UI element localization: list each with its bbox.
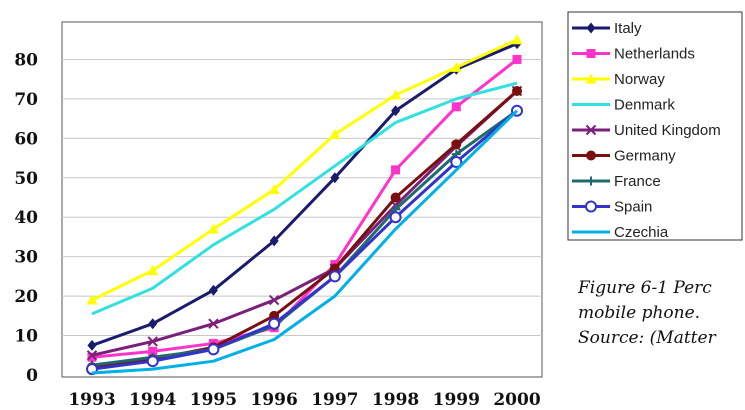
- series-norway: [86, 34, 523, 305]
- legend-marker: [586, 22, 596, 34]
- data-point-spain: [328, 270, 341, 283]
- legend-marker: [586, 176, 596, 186]
- data-point-germany: [390, 192, 401, 203]
- legend-marker: [585, 124, 597, 136]
- data-point-italy: [87, 339, 97, 351]
- data-point-italy: [330, 172, 340, 184]
- data-point-germany: [451, 139, 462, 150]
- legend-item-denmark: Denmark: [572, 97, 675, 114]
- data-point-italy: [391, 105, 401, 117]
- series-line-italy: [91, 42, 518, 347]
- y-tick-label: 80: [14, 50, 38, 70]
- legend-label: Spain: [614, 199, 652, 216]
- legend-item-germany: Germany: [572, 148, 676, 165]
- data-point-norway: [450, 61, 462, 72]
- legend-label: Netherlands: [614, 46, 695, 63]
- series-line-netherlands: [91, 58, 518, 359]
- legend-box: [567, 11, 743, 241]
- data-point-norway: [86, 294, 98, 305]
- legend-label: Czechia: [614, 224, 669, 241]
- data-point-united-kingdom: [208, 318, 219, 329]
- data-point-norway: [511, 34, 523, 45]
- legend-marker: [585, 73, 597, 84]
- data-point-norway: [329, 128, 341, 139]
- x-tick-label: 1993: [68, 390, 115, 410]
- series-lines: [86, 34, 523, 376]
- caption-line-3: Source: (Matter: [578, 328, 716, 348]
- y-axis-ticks: 0 10 20 30 40 50 60 70 80: [14, 50, 38, 386]
- x-axis-ticks: 1993 1994 1995 1996 1997 1998 1999 2000: [68, 390, 540, 410]
- x-tick-label: 1996: [250, 390, 297, 410]
- legend: Italy Netherlands Norway Denmark United King…: [567, 11, 743, 241]
- y-tick-label: 30: [14, 248, 38, 268]
- legend-item-netherlands: Netherlands: [572, 46, 695, 63]
- data-point-norway: [268, 184, 280, 195]
- plot-area: [61, 21, 543, 378]
- data-point-italy: [148, 318, 158, 330]
- series-line-czechia: [91, 109, 519, 375]
- series-line-united-kingdom: [91, 89, 519, 357]
- y-tick-label: 10: [14, 327, 38, 347]
- legend-label: Denmark: [614, 97, 675, 114]
- legend-marker: [586, 150, 596, 161]
- data-point-spain: [450, 156, 463, 168]
- series-italy: [87, 38, 522, 351]
- caption-line-2: mobile phone.: [578, 303, 701, 323]
- x-tick-label: 2000: [493, 390, 540, 410]
- data-point-netherlands: [391, 165, 401, 175]
- data-point-united-kingdom: [86, 350, 98, 361]
- data-point-italy: [208, 284, 218, 296]
- legend-item-italy: Italy: [572, 20, 642, 37]
- x-tick-label: 1998: [372, 390, 419, 410]
- x-tick-label: 1995: [190, 390, 237, 410]
- data-point-netherlands: [512, 54, 522, 64]
- y-tick-label: 40: [14, 208, 38, 228]
- caption-line-1: Figure 6-1 Perc: [578, 278, 712, 298]
- legend-label: Italy: [614, 20, 642, 37]
- legend-item-united-kingdom: United Kingdom: [572, 122, 721, 139]
- series-denmark: [91, 81, 518, 316]
- x-tick-label: 1997: [311, 390, 358, 410]
- data-point-norway: [147, 264, 159, 275]
- legend-label: Germany: [614, 148, 676, 165]
- data-point-united-kingdom: [147, 336, 158, 347]
- legend-item-france: France: [572, 173, 661, 190]
- legend-label: Norway: [614, 71, 665, 88]
- series-line-spain: [91, 109, 518, 371]
- figure-caption: Figure 6-1 Perc mobile phone. Source: (M…: [578, 276, 745, 351]
- legend-label: United Kingdom: [614, 122, 721, 139]
- data-point-spain: [268, 317, 281, 330]
- data-point-united-kingdom: [268, 294, 280, 306]
- data-point-italy: [269, 235, 279, 247]
- y-tick-label: 60: [14, 129, 38, 149]
- data-point-norway: [207, 223, 219, 234]
- legend-marker: [585, 200, 597, 213]
- data-point-germany: [512, 86, 522, 96]
- y-tick-label: 0: [26, 366, 38, 386]
- data-point-netherlands: [148, 346, 158, 356]
- data-point-spain: [207, 343, 220, 356]
- legend-item-czechia: Czechia: [572, 224, 669, 241]
- data-point-spain: [389, 211, 402, 224]
- x-tick-label: 1999: [433, 390, 480, 410]
- y-tick-label: 70: [14, 90, 38, 110]
- legend-label: France: [614, 173, 661, 190]
- series-line-denmark: [91, 81, 518, 316]
- legend-marker: [586, 49, 596, 58]
- x-tick-label: 1994: [129, 390, 176, 410]
- legend-item-norway: Norway: [572, 71, 665, 88]
- data-point-netherlands: [451, 102, 461, 112]
- y-tick-label: 20: [14, 287, 38, 307]
- series-czechia: [91, 109, 519, 375]
- data-point-spain: [146, 355, 159, 368]
- series-line-norway: [91, 38, 518, 302]
- legend-item-spain: Spain: [572, 199, 652, 216]
- data-point-netherlands: [87, 352, 97, 362]
- y-tick-label: 50: [14, 169, 38, 189]
- data-point-norway: [390, 89, 402, 100]
